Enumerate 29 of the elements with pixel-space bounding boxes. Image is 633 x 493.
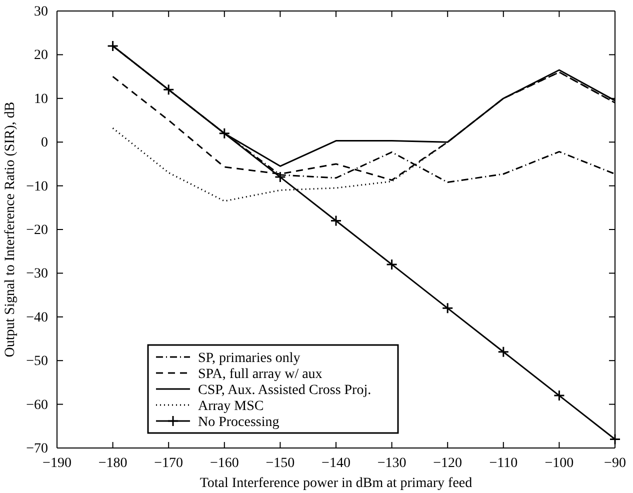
x-tick-label: −170 bbox=[154, 456, 184, 471]
y-tick-label: −20 bbox=[26, 222, 48, 238]
x-tick-label: −130 bbox=[377, 456, 406, 471]
x-tick-label: −190 bbox=[42, 456, 72, 471]
legend-label: SP, primaries only bbox=[198, 351, 300, 366]
y-tick-label: 10 bbox=[34, 92, 48, 107]
y-tick-label: −30 bbox=[26, 266, 48, 282]
y-tick-label: −10 bbox=[26, 179, 48, 194]
x-tick-label: −100 bbox=[544, 456, 574, 471]
x-tick-label: −180 bbox=[98, 456, 128, 471]
x-axis-title: Total Interference power in dBm at primary feed bbox=[200, 476, 472, 491]
x-tick-label: −140 bbox=[322, 456, 350, 471]
y-tick-label: −40 bbox=[26, 310, 48, 326]
x-tick-label: −90 bbox=[604, 456, 626, 471]
y-tick-label: 30 bbox=[34, 4, 48, 20]
y-tick-label: −50 bbox=[26, 354, 48, 370]
x-tick-label: −160 bbox=[210, 456, 239, 471]
legend-label: No Processing bbox=[198, 415, 280, 430]
legend-label: Array MSC bbox=[198, 399, 264, 414]
y-tick-label: −60 bbox=[26, 398, 48, 413]
x-tick-label: −150 bbox=[266, 456, 295, 471]
y-axis-title: Output Signal to Interference Ratio (SIR), dB bbox=[3, 102, 18, 358]
x-tick-label: −120 bbox=[433, 456, 462, 471]
legend-label: CSP, Aux. Assisted Cross Proj. bbox=[198, 383, 372, 398]
legend-label: SPA, full array w/ aux bbox=[198, 367, 322, 382]
y-tick-label: 20 bbox=[34, 48, 48, 64]
y-tick-label: −70 bbox=[26, 441, 48, 456]
x-tick-label: −110 bbox=[489, 456, 518, 471]
y-tick-label: 0 bbox=[41, 136, 48, 151]
